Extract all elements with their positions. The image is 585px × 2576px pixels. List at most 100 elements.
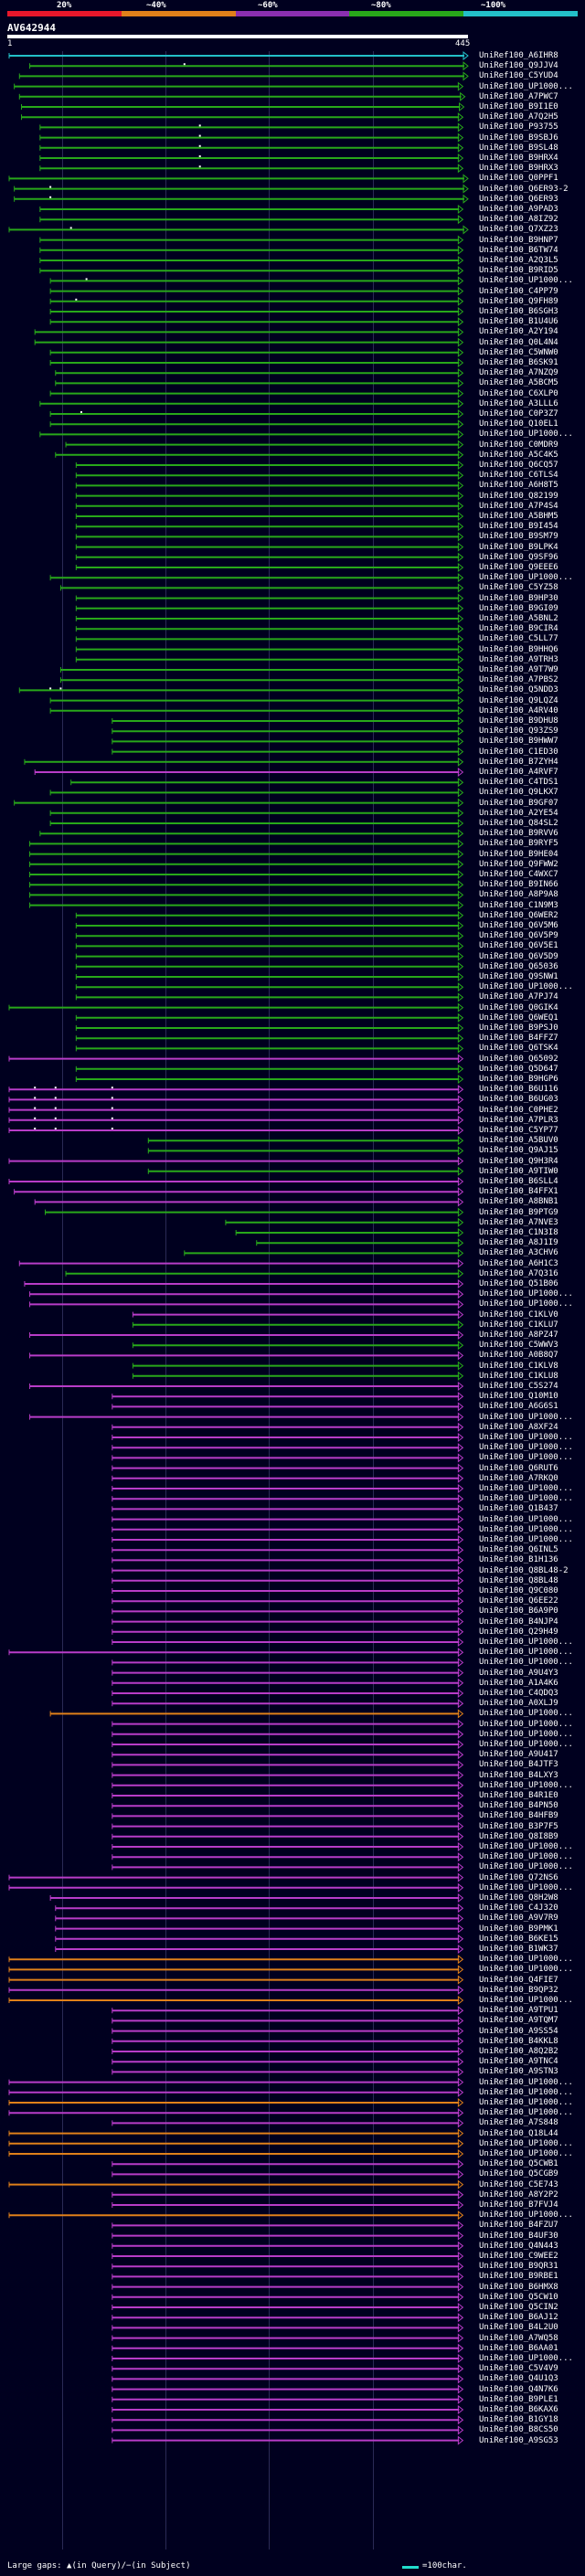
hit-label-link[interactable]: UniRef100_A5C4K5 — [479, 450, 558, 460]
hit-label-link[interactable]: UniRef100_B9PTG9 — [479, 1207, 558, 1217]
hit-label-link[interactable]: UniRef100_UP1000... — [479, 2108, 573, 2118]
hit-label-link[interactable]: UniRef100_UP1000... — [479, 1862, 573, 1872]
hit-label-link[interactable]: UniRef100_Q18L44 — [479, 2128, 558, 2138]
hit-label-link[interactable]: UniRef100_C5LL77 — [479, 634, 558, 644]
hit-label-link[interactable]: UniRef100_A5BNL2 — [479, 614, 558, 623]
hit-label-link[interactable]: UniRef100_UP1000... — [479, 1658, 573, 1668]
hit-label-link[interactable]: UniRef100_B9PLE1 — [479, 2394, 558, 2404]
hit-label-link[interactable]: UniRef100_A9TNC4 — [479, 2057, 558, 2067]
hit-label-link[interactable]: UniRef100_C5YUD4 — [479, 71, 558, 81]
hit-label-link[interactable]: UniRef100_UP1000... — [479, 1412, 573, 1422]
hit-label-link[interactable]: UniRef100_A2YE54 — [479, 808, 558, 818]
hit-label-link[interactable]: UniRef100_C1KLU8 — [479, 1371, 558, 1381]
hit-label-link[interactable]: UniRef100_Q5CWB1 — [479, 2159, 558, 2169]
hit-label-link[interactable]: UniRef100_B9DHU8 — [479, 716, 558, 726]
hit-label-link[interactable]: UniRef100_Q9LKX7 — [479, 788, 558, 798]
hit-label-link[interactable]: UniRef100_Q65092 — [479, 1054, 558, 1064]
hit-label-link[interactable]: UniRef100_B6AJ12 — [479, 2313, 558, 2323]
hit-label-link[interactable]: UniRef100_B4JTF3 — [479, 1760, 558, 1770]
hit-label-link[interactable]: UniRef100_B9GI09 — [479, 603, 558, 613]
hit-label-link[interactable]: UniRef100_C5YZ58 — [479, 583, 558, 593]
hit-label-link[interactable]: UniRef100_B6AA01 — [479, 2343, 558, 2353]
hit-label-link[interactable]: UniRef100_Q0GIK4 — [479, 1002, 558, 1012]
hit-label-link[interactable]: UniRef100_UP1000... — [479, 1965, 573, 1975]
hit-label-link[interactable]: UniRef100_B4HFB9 — [479, 1811, 558, 1821]
hit-label-link[interactable]: UniRef100_Q5CIN2 — [479, 2303, 558, 2312]
hit-label-link[interactable]: UniRef100_B9SBJ6 — [479, 133, 558, 143]
hit-label-link[interactable]: UniRef100_UP1000... — [479, 81, 573, 91]
hit-label-link[interactable]: UniRef100_A7PBS2 — [479, 675, 558, 685]
hit-label-link[interactable]: UniRef100_B9IN66 — [479, 880, 558, 890]
hit-label-link[interactable]: UniRef100_UP1000... — [479, 276, 573, 286]
hit-label-link[interactable]: UniRef100_UP1000... — [479, 982, 573, 992]
hit-label-link[interactable]: UniRef100_UP1000... — [479, 1648, 573, 1658]
hit-label-link[interactable]: UniRef100_B9GF07 — [479, 798, 558, 808]
hit-label-link[interactable]: UniRef100_B4L2U0 — [479, 2323, 558, 2333]
hit-label-link[interactable]: UniRef100_B9HE04 — [479, 849, 558, 859]
hit-label-link[interactable]: UniRef100_B1GY18 — [479, 2415, 558, 2425]
hit-label-link[interactable]: UniRef100_A6H1C3 — [479, 1258, 558, 1268]
hit-label-link[interactable]: UniRef100_A8XF24 — [479, 1422, 558, 1432]
hit-label-link[interactable]: UniRef100_A9U417 — [479, 1750, 558, 1760]
hit-label-link[interactable]: UniRef100_Q9H3R4 — [479, 1156, 558, 1166]
hit-label-link[interactable]: UniRef100_C6TLS4 — [479, 471, 558, 481]
hit-label-link[interactable]: UniRef100_Q5CGB9 — [479, 2169, 558, 2179]
hit-label-link[interactable]: UniRef100_B9PMK1 — [479, 1924, 558, 1934]
hit-label-link[interactable]: UniRef100_A9SG53 — [479, 2435, 558, 2445]
hit-label-link[interactable]: UniRef100_UP1000... — [479, 2210, 573, 2221]
hit-label-link[interactable]: UniRef100_A3CHV6 — [479, 1248, 558, 1258]
hit-label-link[interactable]: UniRef100_B9HGP6 — [479, 1075, 558, 1084]
hit-label-link[interactable]: UniRef100_A7WQ58 — [479, 2333, 558, 2343]
hit-label-link[interactable]: UniRef100_UP1000... — [479, 573, 573, 583]
hit-label-link[interactable]: UniRef100_B9RID5 — [479, 266, 558, 276]
hit-label-link[interactable]: UniRef100_B9HHQ6 — [479, 644, 558, 654]
hit-label-link[interactable]: UniRef100_B6A9P0 — [479, 1606, 558, 1617]
hit-label-link[interactable]: UniRef100_Q6WEQ1 — [479, 1012, 558, 1023]
hit-label-link[interactable]: UniRef100_UP1000... — [479, 2354, 573, 2363]
hit-label-link[interactable]: UniRef100_B1WK37 — [479, 1945, 558, 1954]
hit-label-link[interactable]: UniRef100_A8Q2B2 — [479, 2047, 558, 2056]
hit-label-link[interactable]: UniRef100_B9HRX4 — [479, 154, 558, 163]
hit-label-link[interactable]: UniRef100_C4TDS1 — [479, 778, 558, 788]
hit-label-link[interactable]: UniRef100_Q6TSK4 — [479, 1044, 558, 1054]
hit-label-link[interactable]: UniRef100_UP1000... — [479, 1638, 573, 1647]
hit-label-link[interactable]: UniRef100_Q6RUT6 — [479, 1463, 558, 1473]
hit-label-link[interactable]: UniRef100_UP1000... — [479, 2098, 573, 2107]
hit-label-link[interactable]: UniRef100_Q5NDD3 — [479, 685, 558, 695]
hit-label-link[interactable]: UniRef100_C1ED30 — [479, 747, 558, 757]
hit-label-link[interactable]: UniRef100_B4FFZ7 — [479, 1034, 558, 1044]
hit-label-link[interactable]: UniRef100_C0P3Z7 — [479, 409, 558, 419]
hit-label-link[interactable]: UniRef100_B7FVJ4 — [479, 2200, 558, 2210]
hit-label-link[interactable]: UniRef100_UP1000... — [479, 1780, 573, 1790]
hit-label-link[interactable]: UniRef100_A3LLL6 — [479, 398, 558, 408]
hit-label-link[interactable]: UniRef100_Q51B06 — [479, 1279, 558, 1288]
hit-label-link[interactable]: UniRef100_B9RYF5 — [479, 839, 558, 849]
hit-label-link[interactable]: UniRef100_C4J320 — [479, 1903, 558, 1913]
hit-label-link[interactable]: UniRef100_C5S274 — [479, 1382, 558, 1391]
hit-label-link[interactable]: UniRef100_UP1000... — [479, 1433, 573, 1442]
hit-label-link[interactable]: UniRef100_Q4U1Q3 — [479, 2374, 558, 2384]
hit-label-link[interactable]: UniRef100_Q93ZS9 — [479, 726, 558, 737]
hit-label-link[interactable]: UniRef100_Q6V5D9 — [479, 951, 558, 961]
hit-label-link[interactable]: UniRef100_A8P9A8 — [479, 890, 558, 900]
hit-label-link[interactable]: UniRef100_A9V7R9 — [479, 1913, 558, 1924]
hit-label-link[interactable]: UniRef100_B9SL48 — [479, 143, 558, 153]
hit-label-link[interactable]: UniRef100_UP1000... — [479, 2149, 573, 2158]
hit-label-link[interactable]: UniRef100_Q6INL5 — [479, 1545, 558, 1555]
hit-label-link[interactable]: UniRef100_A6H8T5 — [479, 481, 558, 491]
hit-label-link[interactable]: UniRef100_Q0L4N4 — [479, 337, 558, 347]
hit-label-link[interactable]: UniRef100_Q1B437 — [479, 1504, 558, 1514]
hit-label-link[interactable]: UniRef100_Q7XZ23 — [479, 225, 558, 235]
hit-label-link[interactable]: UniRef100_UP1000... — [479, 1443, 573, 1453]
hit-label-link[interactable]: UniRef100_C1KLV8 — [479, 1361, 558, 1371]
hit-label-link[interactable]: UniRef100_C6XLP0 — [479, 388, 558, 398]
hit-label-link[interactable]: UniRef100_Q9C080 — [479, 1586, 558, 1595]
hit-label-link[interactable]: UniRef100_B4FFX1 — [479, 1187, 558, 1197]
hit-label-link[interactable]: UniRef100_B1H136 — [479, 1555, 558, 1565]
hit-label-link[interactable]: UniRef100_C5E743 — [479, 2179, 558, 2189]
hit-label-link[interactable]: UniRef100_Q6ER93-2 — [479, 184, 569, 194]
hit-label-link[interactable]: UniRef100_C1KLU7 — [479, 1320, 558, 1330]
hit-label-link[interactable]: UniRef100_C1KLV0 — [479, 1309, 558, 1320]
hit-label-link[interactable]: UniRef100_C0MDR9 — [479, 440, 558, 450]
hit-label-link[interactable]: UniRef100_Q4FIE7 — [479, 1975, 558, 1985]
